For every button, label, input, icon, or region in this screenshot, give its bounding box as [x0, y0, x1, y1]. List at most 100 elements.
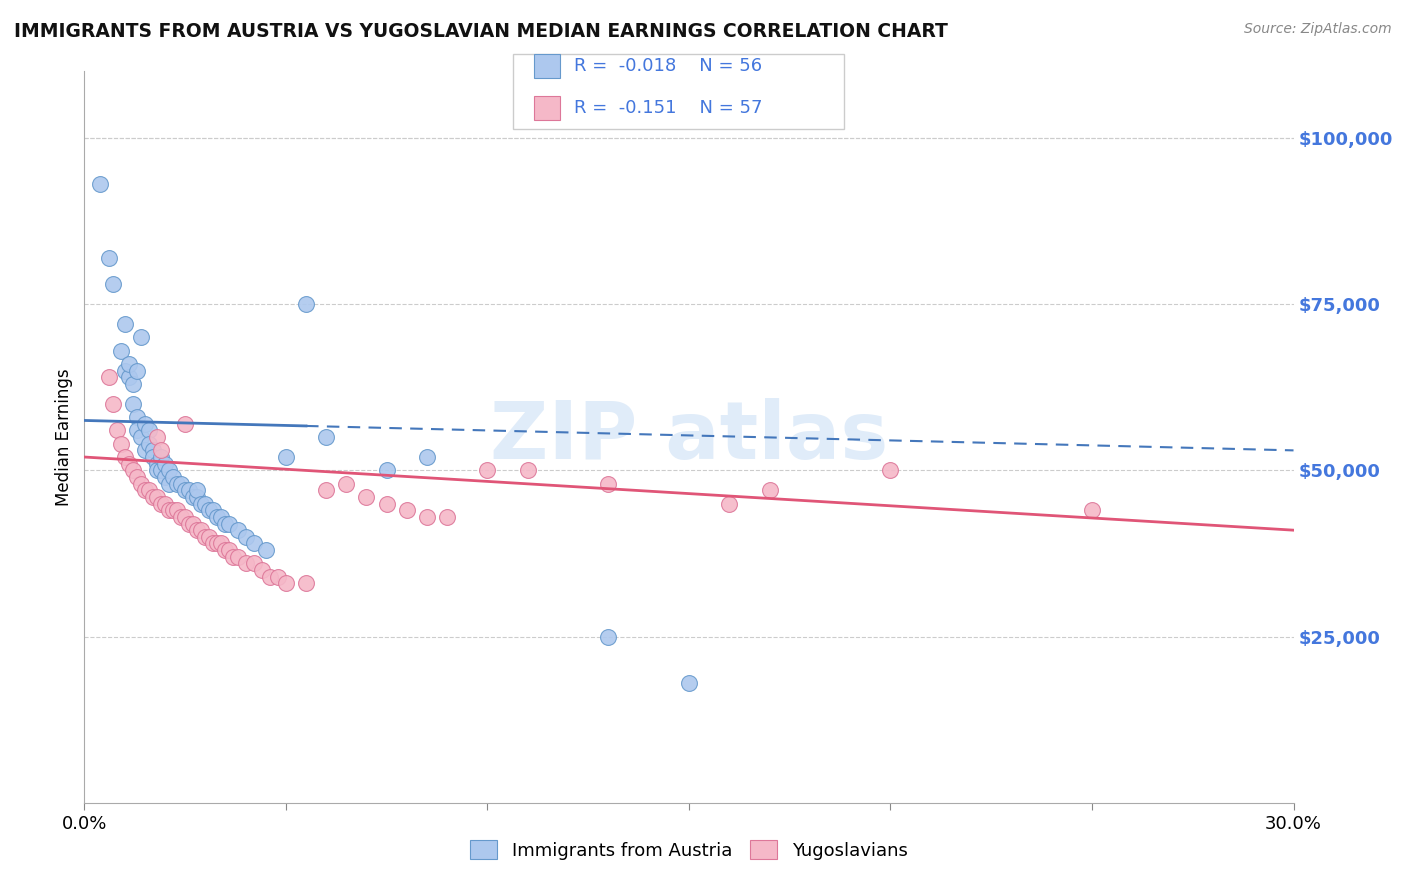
- Point: [295, 576, 318, 591]
- Point: [186, 523, 208, 537]
- Point: [718, 497, 741, 511]
- Point: [218, 516, 240, 531]
- Y-axis label: Median Earnings: Median Earnings: [55, 368, 73, 506]
- Point: [194, 530, 217, 544]
- Point: [198, 503, 221, 517]
- Text: Source: ZipAtlas.com: Source: ZipAtlas.com: [1244, 22, 1392, 37]
- Point: [134, 483, 156, 498]
- Point: [416, 450, 439, 464]
- Point: [149, 497, 172, 511]
- Point: [186, 490, 208, 504]
- Point: [477, 463, 499, 477]
- Text: R =  -0.018    N = 56: R = -0.018 N = 56: [574, 57, 762, 76]
- Point: [198, 530, 221, 544]
- Point: [335, 476, 357, 491]
- Point: [170, 476, 193, 491]
- Text: R =  -0.151    N = 57: R = -0.151 N = 57: [574, 99, 762, 118]
- Point: [274, 450, 297, 464]
- Point: [97, 370, 120, 384]
- Point: [174, 483, 197, 498]
- Point: [157, 476, 180, 491]
- Point: [97, 251, 120, 265]
- Point: [134, 417, 156, 431]
- Point: [125, 410, 148, 425]
- Point: [114, 317, 136, 331]
- Point: [129, 476, 152, 491]
- Point: [242, 536, 264, 550]
- Point: [267, 570, 290, 584]
- Point: [110, 436, 132, 450]
- Point: [516, 463, 538, 477]
- Point: [190, 497, 212, 511]
- Point: [138, 424, 160, 438]
- Point: [174, 417, 197, 431]
- Point: [207, 509, 229, 524]
- Point: [101, 277, 124, 292]
- Point: [138, 483, 160, 498]
- Point: [194, 497, 217, 511]
- Point: [121, 376, 143, 391]
- Point: [89, 178, 111, 192]
- Point: [207, 536, 229, 550]
- Point: [179, 516, 201, 531]
- Point: [118, 357, 141, 371]
- Point: [149, 450, 172, 464]
- Point: [157, 503, 180, 517]
- Point: [190, 523, 212, 537]
- Text: ZIP atlas: ZIP atlas: [489, 398, 889, 476]
- Point: [879, 463, 901, 477]
- Point: [170, 509, 193, 524]
- Point: [146, 430, 169, 444]
- Point: [181, 490, 204, 504]
- Point: [598, 476, 620, 491]
- Point: [146, 490, 169, 504]
- Point: [375, 463, 398, 477]
- Point: [174, 509, 197, 524]
- Point: [157, 463, 180, 477]
- Point: [315, 430, 337, 444]
- Point: [202, 536, 225, 550]
- Point: [226, 549, 249, 564]
- Point: [138, 436, 160, 450]
- Text: IMMIGRANTS FROM AUSTRIA VS YUGOSLAVIAN MEDIAN EARNINGS CORRELATION CHART: IMMIGRANTS FROM AUSTRIA VS YUGOSLAVIAN M…: [14, 22, 948, 41]
- Point: [254, 543, 277, 558]
- Point: [101, 397, 124, 411]
- Point: [166, 503, 188, 517]
- Point: [375, 497, 398, 511]
- Point: [129, 330, 152, 344]
- Point: [121, 397, 143, 411]
- Point: [166, 476, 188, 491]
- Point: [118, 370, 141, 384]
- Point: [179, 483, 201, 498]
- Point: [125, 424, 148, 438]
- Point: [235, 557, 257, 571]
- Point: [416, 509, 439, 524]
- Point: [149, 463, 172, 477]
- Point: [142, 450, 165, 464]
- Legend: Immigrants from Austria, Yugoslavians: Immigrants from Austria, Yugoslavians: [463, 833, 915, 867]
- Point: [295, 297, 318, 311]
- Point: [134, 443, 156, 458]
- Point: [250, 563, 273, 577]
- Point: [181, 516, 204, 531]
- Point: [121, 463, 143, 477]
- Point: [274, 576, 297, 591]
- Point: [129, 430, 152, 444]
- Point: [222, 549, 245, 564]
- Point: [235, 530, 257, 544]
- Point: [125, 470, 148, 484]
- Point: [678, 676, 700, 690]
- Point: [356, 490, 378, 504]
- Point: [142, 443, 165, 458]
- Point: [114, 450, 136, 464]
- Point: [214, 516, 236, 531]
- Point: [153, 497, 176, 511]
- Point: [242, 557, 264, 571]
- Point: [226, 523, 249, 537]
- Point: [259, 570, 281, 584]
- Point: [209, 509, 232, 524]
- Point: [153, 457, 176, 471]
- Point: [218, 543, 240, 558]
- Point: [153, 470, 176, 484]
- Point: [146, 457, 169, 471]
